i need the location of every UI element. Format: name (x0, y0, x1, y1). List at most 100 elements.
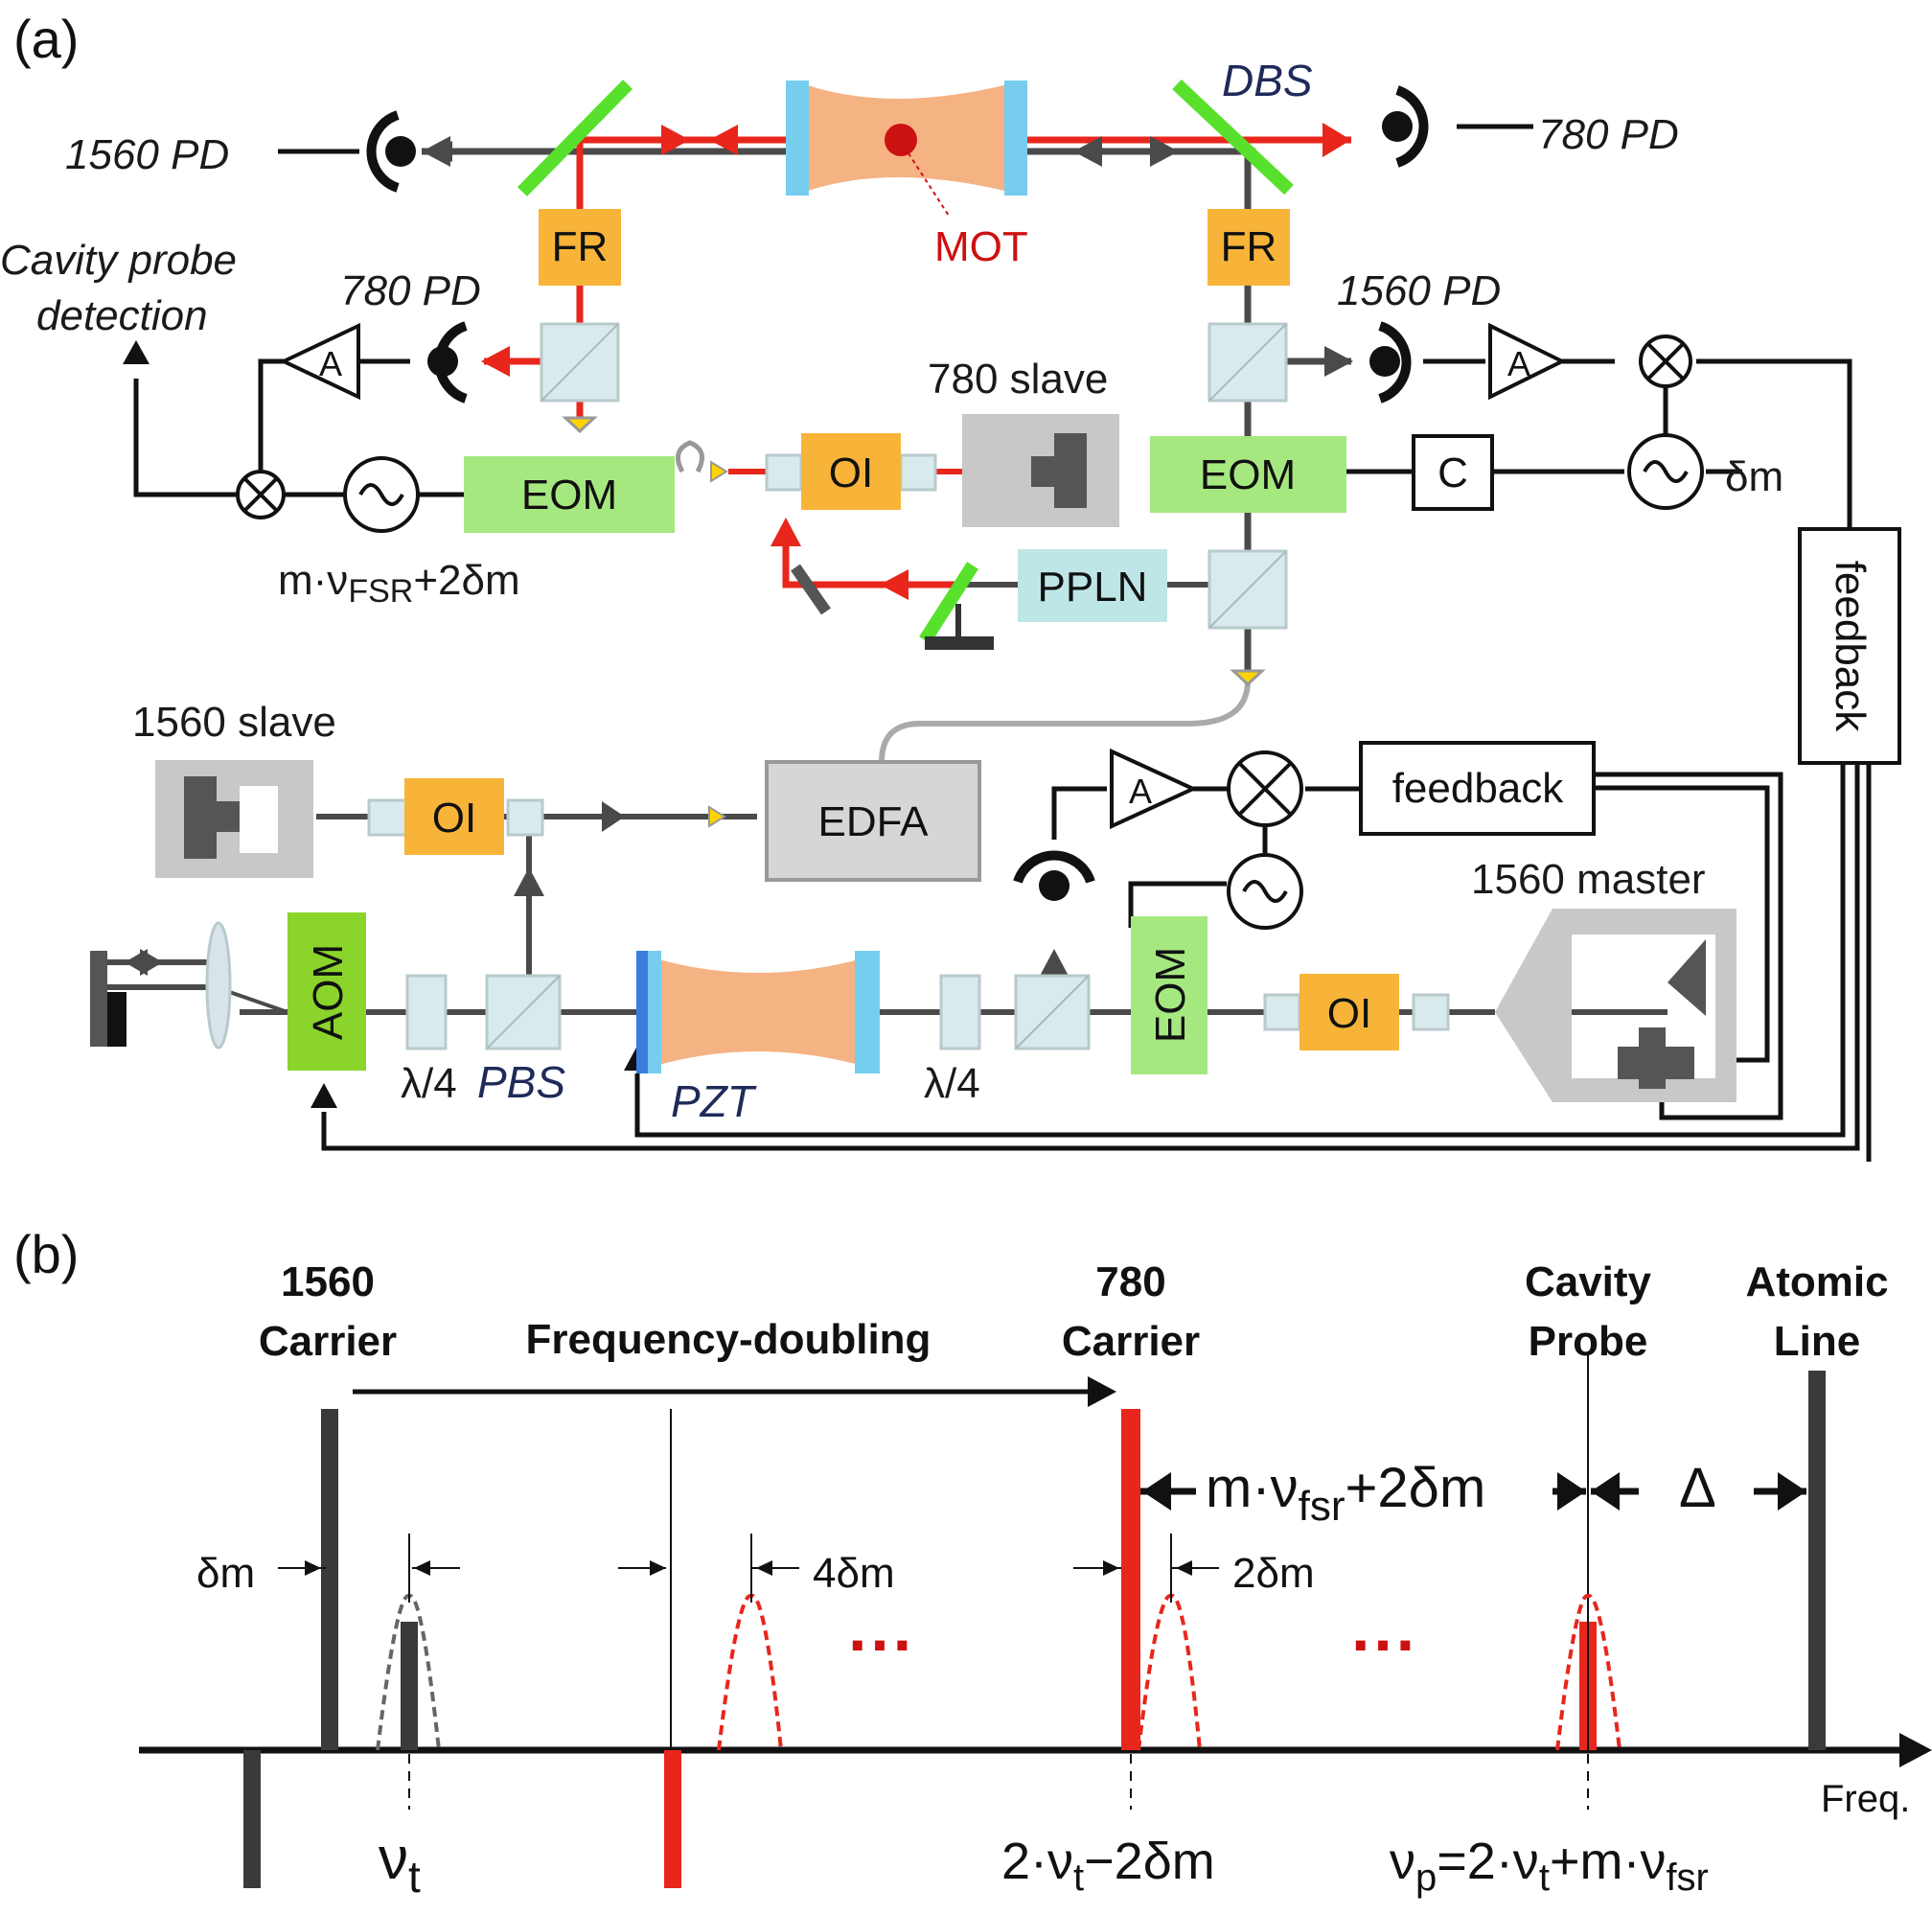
pd-icon (1369, 321, 1412, 404)
svg-text:PPLN: PPLN (1038, 564, 1148, 611)
svg-text:Atomic: Atomic (1745, 1258, 1888, 1305)
aom: AOM (288, 912, 366, 1071)
oscillator-icon (1627, 433, 1704, 510)
carrier-780-line (1121, 1409, 1140, 1750)
slave-1560-laser (155, 760, 313, 878)
cavity-resonances (376, 1593, 1622, 1751)
svg-text:EOM: EOM (1147, 947, 1194, 1043)
svg-text:feedback: feedback (1827, 561, 1874, 733)
ellipsis-dots: ··· (1351, 1607, 1418, 1682)
svg-text:A: A (319, 344, 342, 383)
svg-text:EOM: EOM (1200, 451, 1296, 498)
pzt-label: PZT (671, 1076, 757, 1126)
svg-text:Line: Line (1774, 1318, 1860, 1365)
panel-a-label: (a) (13, 9, 79, 69)
svg-text:Carrier: Carrier (1062, 1318, 1200, 1365)
top-left-pd-label: 1560 PD (65, 131, 229, 178)
svg-text:1560: 1560 (281, 1258, 375, 1305)
fiber-coupler (1230, 669, 1266, 687)
pbs-label: PBS (477, 1057, 565, 1107)
drop-lines (408, 1754, 1589, 1810)
mfsr-span-arrows (1140, 1472, 1806, 1511)
mixer-icon (1227, 750, 1303, 827)
mid-right-pd-label: 1560 PD (1337, 267, 1501, 314)
svg-text:EDFA: EDFA (818, 798, 930, 845)
axis-arrow (1899, 1733, 1932, 1767)
mixer-icon (1639, 335, 1692, 388)
dichroic-mirrors (518, 79, 1294, 644)
top-right-pd-label: 780 PD (1538, 111, 1679, 158)
beam-arrows (125, 123, 1353, 978)
faraday-rotator: FR (539, 209, 621, 286)
svg-text:OI: OI (432, 795, 476, 842)
svg-text:Frequency-doubling: Frequency-doubling (526, 1316, 932, 1363)
science-cavity (786, 81, 1027, 217)
atomic-line (1808, 1371, 1826, 1750)
svg-text:feedback: feedback (1392, 765, 1565, 812)
carrier-1560-line (321, 1409, 338, 1750)
lambda4-left-label: λ/4 (401, 1060, 457, 1107)
edfa: EDFA (765, 760, 981, 882)
retro-mirror (90, 951, 107, 1047)
delta-m-label: δm (1725, 453, 1783, 500)
pd-icon (366, 110, 416, 193)
nu-t-label: νt (379, 1826, 421, 1902)
eom-vertical: EOM (1131, 916, 1208, 1074)
svg-text:A: A (1507, 344, 1530, 383)
amplifier-icon: A (1110, 748, 1198, 830)
amplifier-icon: A (1488, 322, 1567, 401)
mod-frequency-label: m·νFSR+2δm (278, 557, 520, 610)
panel-b-label: (b) (13, 1224, 79, 1284)
slave-1560-label: 1560 slave (132, 699, 336, 746)
four-delta-m-label: 4δm (813, 1550, 895, 1597)
oscillator-icon (1227, 853, 1303, 930)
m-nu-fsr-label: m·νfsr+2δm (1206, 1457, 1485, 1530)
cavity-probe-label-2: detection (36, 292, 208, 339)
ppln-crystal: PPLN (1018, 549, 1167, 622)
electronic-wiring (133, 124, 1872, 1162)
eom-left: EOM (464, 456, 675, 533)
svg-text:OI: OI (1327, 990, 1371, 1037)
spectral-lines (243, 1351, 1826, 1888)
cavity-probe-label: Cavity probe (0, 237, 237, 284)
nu-p-label: νp=2·νt+m·νfsr (1390, 1833, 1709, 1899)
master-1560-label: 1560 master (1471, 856, 1706, 903)
pd-icon (1382, 85, 1429, 168)
reference-cavity (636, 951, 880, 1073)
svg-text:FR: FR (552, 223, 609, 270)
lens (205, 921, 232, 1050)
slave-780-label: 780 slave (928, 356, 1108, 403)
optical-isolator: OI (1300, 974, 1399, 1050)
spectrum-header-labels: 1560 Carrier Frequency-doubling 780 Carr… (259, 1258, 1889, 1365)
svg-text:OI: OI (829, 450, 873, 496)
slave-780-laser (962, 414, 1119, 527)
freq-axis-label: Freq. (1821, 1778, 1910, 1820)
beam-dump (925, 636, 994, 650)
fiber-coupler (562, 416, 598, 434)
optical-isolator: OI (801, 433, 901, 510)
optical-isolator: OI (404, 778, 504, 855)
feedback-vertical-box: feedback (1798, 527, 1901, 765)
svg-text:AOM: AOM (305, 944, 352, 1040)
dbs-label: DBS (1222, 56, 1313, 105)
two-delta-m-label: 2δm (1232, 1550, 1315, 1597)
oscillator-icon (343, 456, 420, 533)
delta-m-b-label: δm (196, 1550, 255, 1597)
svg-text:A: A (1129, 772, 1152, 811)
svg-text:Carrier: Carrier (259, 1318, 397, 1365)
two-nu-t-label: 2·νt−2δm (1001, 1833, 1215, 1899)
big-delta-label: Δ (1679, 1457, 1716, 1519)
faraday-rotator: FR (1208, 209, 1290, 286)
ellipsis-dots: ··· (848, 1607, 915, 1682)
feedback-box: feedback (1359, 741, 1596, 836)
eom-right: EOM (1150, 436, 1346, 513)
doubling-arrow (1088, 1376, 1116, 1407)
pd-icon (1013, 850, 1095, 901)
svg-text:Cavity: Cavity (1525, 1258, 1652, 1305)
svg-text:EOM: EOM (521, 472, 617, 519)
amplifier-icon: A (279, 322, 360, 401)
mid-left-pd-label: 780 PD (340, 267, 481, 314)
svg-text:780: 780 (1095, 1258, 1165, 1305)
mixer-icon (236, 470, 286, 519)
